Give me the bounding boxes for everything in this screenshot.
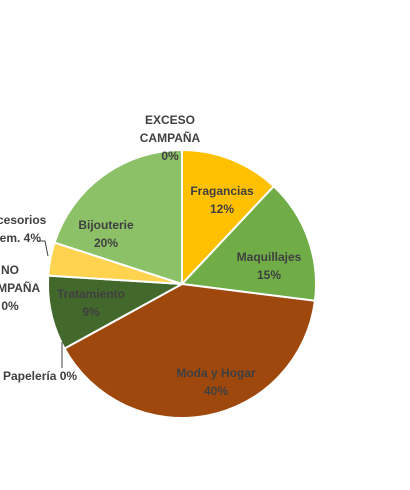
label-moda-hogar: Moda y Hogar 40% [176, 366, 256, 398]
label-exceso-campana: EXCESO CAMPAÑA 0% [140, 113, 201, 163]
label-maquillajes: Maquillajes 15% [237, 250, 302, 282]
label-fragancias: Fragancias 12% [190, 184, 254, 216]
leader-accesorios [38, 240, 49, 257]
pie-slice-bijouterie [53, 148, 183, 286]
label-tratamiento: Tratamiento 9% [57, 287, 125, 319]
pie-slices [47, 148, 317, 419]
pie-slice-moda-y-hogar [63, 282, 317, 419]
data-labels: EXCESO CAMPAÑA 0% Fragancias 12% Maquillajes 1… [0, 113, 302, 398]
label-no-campana: NOCAMPAÑA0% [0, 263, 41, 313]
pie-slice-maquillajes [179, 184, 317, 302]
label-accesorios: AccesoriosPrem. 4% [0, 213, 47, 245]
leader-lines [38, 240, 63, 368]
label-papeleria: Papelería 0% [3, 369, 77, 383]
pie-slice-fragancias [181, 148, 276, 287]
label-bijouterie: Bijouterie 20% [78, 218, 134, 250]
